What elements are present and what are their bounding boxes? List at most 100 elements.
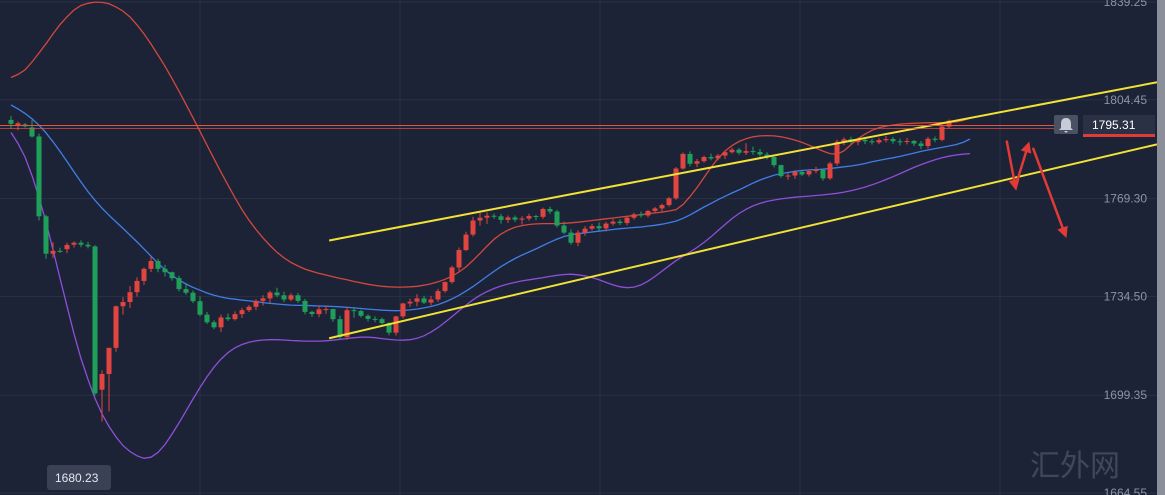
candle-body: [295, 295, 301, 301]
low-tag-box: [47, 465, 111, 490]
candle-body: [225, 317, 231, 320]
candle-body: [393, 316, 399, 333]
candle-body: [519, 218, 525, 220]
candle-body: [785, 175, 791, 177]
candle-body: [841, 139, 847, 142]
candle-body: [505, 217, 511, 220]
candlestick-series: [8, 115, 952, 422]
candle-body: [169, 272, 175, 279]
candle-body: [99, 373, 105, 390]
candle-body: [582, 228, 588, 233]
y-tick-label: 1734.50: [1104, 289, 1148, 303]
candle-body: [624, 217, 630, 224]
candle-body: [281, 295, 287, 300]
current-price-tag: 1795.31: [1054, 115, 1155, 137]
candle-body: [596, 226, 602, 229]
candle-body: [218, 317, 224, 328]
candle-body: [106, 347, 112, 374]
candle-body: [932, 138, 938, 140]
candle-body: [337, 319, 343, 338]
candle-body: [498, 216, 504, 220]
candle-body: [897, 141, 903, 143]
candle-body: [750, 151, 756, 153]
low-price-tag: 1680.23: [47, 465, 111, 490]
candle-body: [631, 214, 637, 218]
candle-body: [715, 155, 721, 159]
candle-body: [834, 141, 840, 164]
candle-body: [680, 153, 686, 169]
current-price-label: 1795.31: [1092, 118, 1136, 132]
candle-body: [603, 223, 609, 229]
candle-body: [428, 299, 434, 303]
candle-body: [799, 171, 805, 175]
candle-body: [701, 157, 707, 162]
candle-body: [190, 292, 196, 302]
candle-body: [743, 151, 749, 153]
candle-body: [64, 244, 70, 250]
y-tick-label: 1769.30: [1104, 192, 1148, 206]
price-tag-underline: [1083, 134, 1155, 137]
candle-body: [162, 268, 168, 273]
candle-body: [694, 161, 700, 164]
candle-body: [57, 250, 63, 252]
candle-body: [666, 198, 672, 206]
candle-body: [85, 244, 91, 247]
candle-body: [463, 234, 469, 251]
candle-body: [134, 280, 140, 293]
forecast-arrow-shaft: [1032, 147, 1064, 229]
candle-body: [946, 120, 952, 127]
candle-body: [708, 157, 714, 159]
candle-body: [589, 226, 595, 229]
candle-body: [288, 295, 294, 300]
y-tick-label: 1664.55: [1104, 486, 1148, 495]
candle-body: [204, 314, 210, 323]
candle-body: [736, 149, 742, 153]
forecast-arrows: [1005, 140, 1068, 238]
candle-body: [183, 289, 189, 293]
bollinger-upper-band: [10, 1, 971, 288]
candle-body: [554, 211, 560, 226]
candle-body: [687, 153, 693, 164]
low-price-label: 1680.23: [55, 471, 99, 485]
candle-body: [449, 267, 455, 283]
candle-body: [309, 311, 315, 315]
candle-body: [561, 225, 567, 233]
candle-body: [925, 138, 931, 147]
candle-body: [890, 139, 896, 142]
candle-body: [547, 208, 553, 212]
candle-body: [617, 221, 623, 224]
candle-body: [232, 314, 238, 320]
candle-body: [92, 246, 98, 394]
channel-line-upper: [328, 81, 1158, 242]
candle-body: [421, 298, 427, 303]
candle-body: [876, 140, 882, 143]
bell-icon: [1059, 118, 1073, 133]
candle-body: [344, 310, 350, 338]
candle-body: [36, 136, 42, 217]
candle-body: [540, 208, 546, 217]
forecast-arrow-head: [1008, 178, 1020, 191]
y-tick-label: 1839.25: [1104, 0, 1148, 9]
forecast-arrow-head: [1020, 141, 1032, 154]
y-tick-label: 1804.45: [1104, 93, 1148, 107]
candle-body: [400, 303, 406, 317]
candle-body: [239, 310, 245, 315]
candle-body: [939, 126, 945, 140]
candle-body: [29, 127, 35, 137]
candle-body: [316, 309, 322, 315]
candle-body: [260, 298, 266, 301]
candle-body: [827, 163, 833, 179]
candle-body: [575, 232, 581, 243]
forecast-arrow-head: [1057, 225, 1068, 238]
candle-body: [372, 318, 378, 320]
candle-body: [351, 310, 357, 312]
candle-body: [757, 151, 763, 155]
bollinger-lower-band: [10, 132, 971, 459]
candle-body: [673, 168, 679, 199]
candle-body: [155, 260, 161, 269]
candle-body: [120, 302, 126, 307]
candle-body: [253, 300, 259, 307]
